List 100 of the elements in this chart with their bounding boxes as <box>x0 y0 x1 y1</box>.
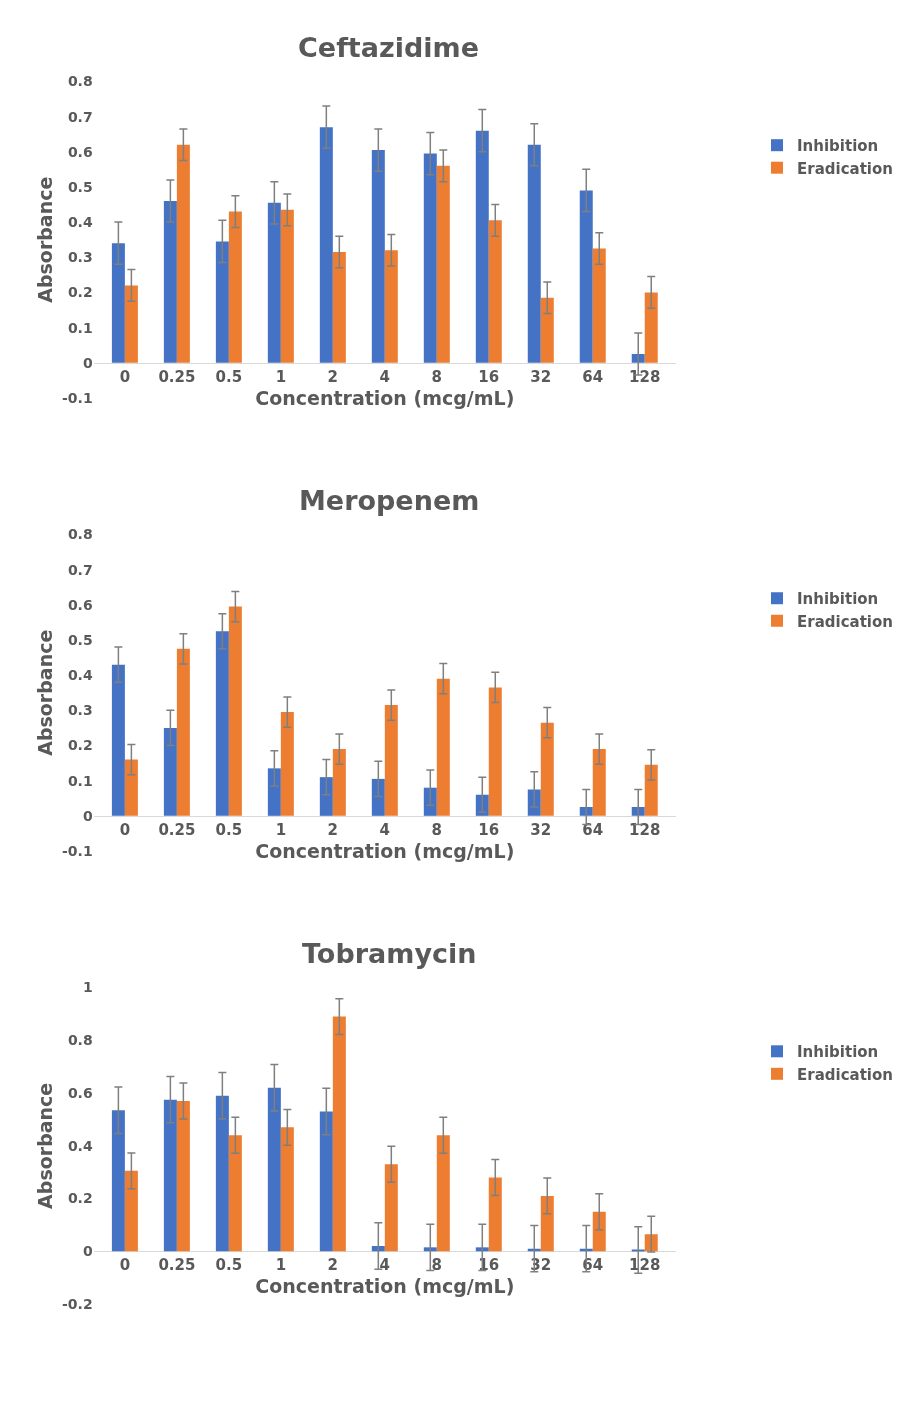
x-tick-label: 0.5 <box>215 367 243 386</box>
x-tick-label: 0.25 <box>158 820 196 839</box>
x-axis-title: Concentration (mcg/mL) <box>255 1275 515 1298</box>
bar <box>163 201 177 363</box>
bar <box>267 768 281 816</box>
y-tick-label: 0 <box>82 807 93 824</box>
chart-title: Ceftazidime <box>298 32 479 63</box>
y-axis-title: Absorbance <box>33 176 56 303</box>
legend-label: Inhibition <box>797 590 879 609</box>
x-tick-label: 4 <box>379 1256 391 1275</box>
y-tick-label: 0.6 <box>67 1084 93 1101</box>
bar <box>267 202 281 363</box>
bar <box>163 727 177 816</box>
x-tick-label: 128 <box>629 820 661 839</box>
bar <box>371 150 385 363</box>
y-axis-title: Absorbance <box>33 629 56 756</box>
x-tick-label: 64 <box>582 367 604 386</box>
bar <box>592 248 606 363</box>
bar <box>332 749 346 816</box>
x-tick-label: 0 <box>119 367 131 386</box>
y-tick-label: 0.4 <box>67 667 93 684</box>
y-axis-title: Absorbance <box>33 1082 56 1209</box>
x-tick-label: 16 <box>478 820 500 839</box>
legend-label: Eradication <box>797 1065 893 1084</box>
bar <box>475 1247 489 1252</box>
x-tick-label: 32 <box>530 820 552 839</box>
y-tick-label: 0.2 <box>67 284 93 301</box>
bar <box>215 631 229 816</box>
y-tick-label: 0.7 <box>67 561 93 578</box>
x-tick-label: 4 <box>379 367 391 386</box>
legend-label: Inhibition <box>797 137 879 156</box>
x-tick-label: 128 <box>629 367 661 386</box>
bar <box>475 130 489 363</box>
x-tick-label: 0.5 <box>215 820 243 839</box>
bar <box>280 1127 294 1252</box>
x-tick-label: 0 <box>119 1256 131 1275</box>
bar <box>644 292 658 363</box>
y-tick-label: -0.1 <box>62 842 93 859</box>
bar <box>540 297 554 363</box>
x-tick-label: 32 <box>530 367 552 386</box>
y-tick-label: 0.6 <box>67 596 93 613</box>
x-tick-label: 2 <box>327 1256 339 1275</box>
x-tick-label: 0.25 <box>158 367 196 386</box>
x-tick-label: 2 <box>327 820 339 839</box>
bar <box>280 209 294 363</box>
y-tick-label: 0.7 <box>67 108 93 125</box>
y-tick-label: 0.5 <box>67 178 93 195</box>
legend-label: Inhibition <box>797 1043 879 1062</box>
bar <box>579 190 593 363</box>
bar <box>592 1211 606 1252</box>
bar <box>540 722 554 816</box>
x-tick-label: 0.25 <box>158 1256 196 1275</box>
y-tick-label: 1 <box>82 979 93 996</box>
bar <box>423 153 437 363</box>
bar <box>475 794 489 816</box>
x-tick-label: 16 <box>478 367 500 386</box>
x-tick-label: 4 <box>379 820 391 839</box>
x-tick-label: 1 <box>275 820 287 839</box>
chart-title: Tobramycin <box>302 938 477 969</box>
y-tick-label: -0.1 <box>62 389 93 406</box>
y-tick-label: -0.2 <box>62 1295 93 1312</box>
x-tick-label: 2 <box>327 367 339 386</box>
bar <box>228 211 242 363</box>
x-axis-title: Concentration (mcg/mL) <box>255 839 515 862</box>
y-tick-label: 0.4 <box>67 214 93 231</box>
bar <box>319 777 333 816</box>
bar <box>540 1195 554 1252</box>
bar <box>527 789 541 816</box>
y-tick-label: 0.8 <box>67 73 93 90</box>
x-tick-label: 8 <box>431 1256 443 1275</box>
bar <box>423 787 437 816</box>
y-tick-label: 0.3 <box>67 702 93 719</box>
x-tick-label: 1 <box>275 367 287 386</box>
bar <box>527 144 541 363</box>
y-tick-label: 0.3 <box>67 249 93 266</box>
bar <box>111 664 125 816</box>
bar <box>579 807 593 816</box>
y-tick-label: 0.2 <box>67 1190 93 1207</box>
bar <box>111 243 125 363</box>
bar <box>592 749 606 816</box>
bar <box>176 1100 190 1252</box>
bar <box>163 1099 177 1252</box>
bar <box>228 1135 242 1252</box>
bar <box>423 1247 437 1252</box>
bar <box>332 252 346 363</box>
bar <box>332 1016 346 1252</box>
bar <box>644 764 658 816</box>
chart-title: Meropenem <box>299 485 480 516</box>
bar <box>124 1170 138 1252</box>
bar <box>488 220 502 363</box>
bar <box>215 241 229 363</box>
bar <box>384 1164 398 1252</box>
bar <box>488 687 502 816</box>
bar <box>228 606 242 816</box>
bar <box>319 1111 333 1252</box>
bar <box>384 250 398 363</box>
x-tick-label: 0.5 <box>215 1256 243 1275</box>
bar <box>124 285 138 363</box>
bar <box>436 165 450 363</box>
legend-label: Eradication <box>797 159 893 178</box>
